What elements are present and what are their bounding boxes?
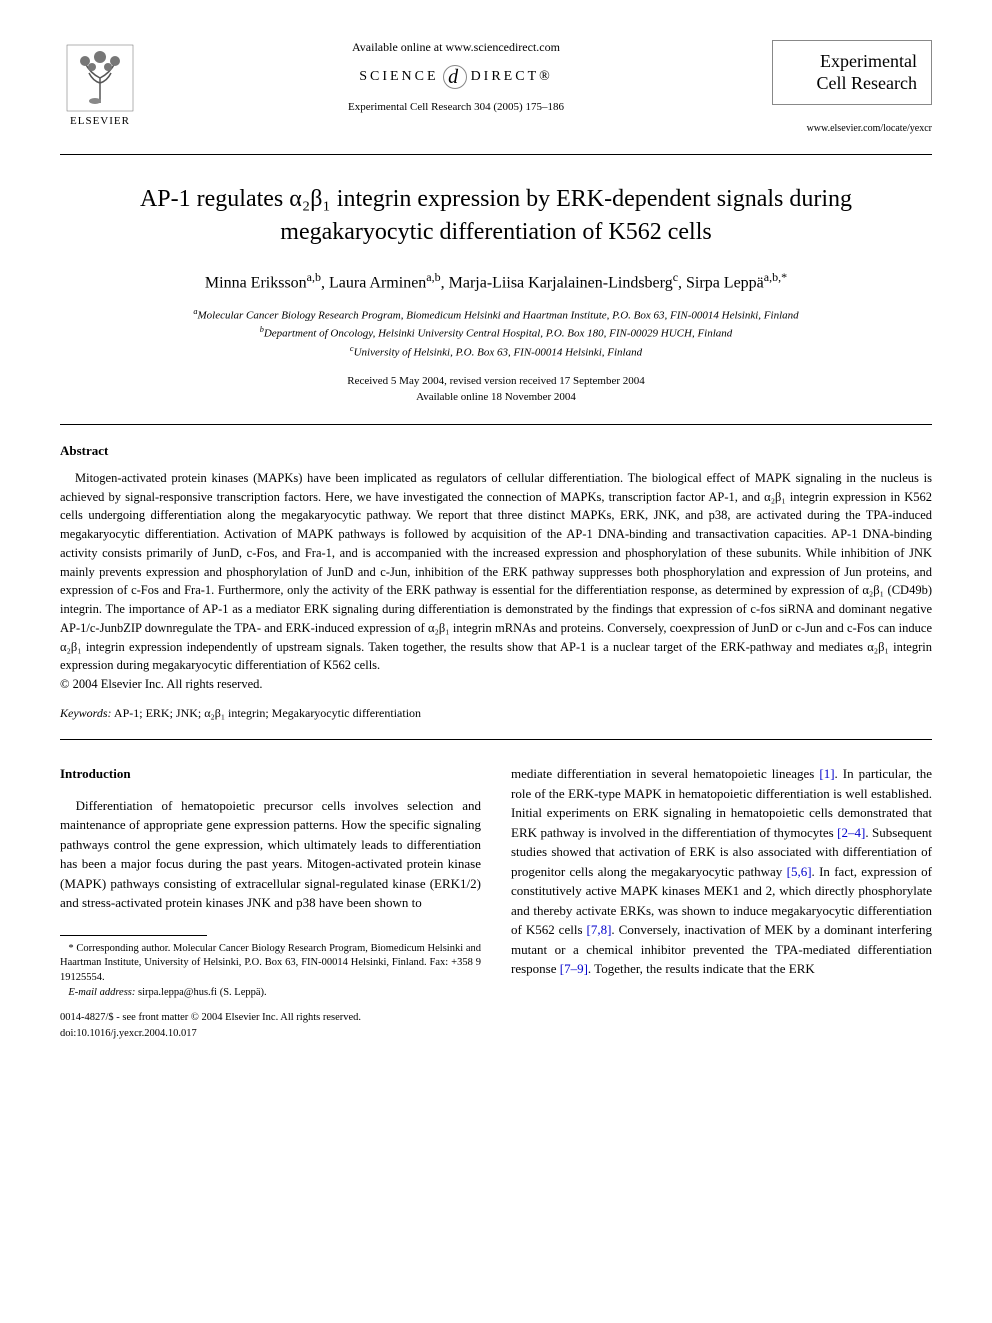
sd-left: SCIENCE	[359, 69, 438, 85]
elsevier-label: ELSEVIER	[70, 115, 130, 127]
journal-box-wrapper: Experimental Cell Research www.elsevier.…	[772, 40, 932, 134]
keywords-text: AP-1; ERK; JNK; α₂β₁ integrin; Megakaryo…	[114, 706, 421, 720]
article-dates: Received 5 May 2004, revised version rec…	[60, 373, 932, 406]
elsevier-logo: ELSEVIER	[60, 40, 140, 130]
keywords-label: Keywords:	[60, 706, 112, 720]
affiliation-b: bDepartment of Oncology, Helsinki Univer…	[60, 324, 932, 342]
available-date: Available online 18 November 2004	[60, 389, 932, 406]
authors-line: Minna Erikssona,b, Laura Arminena,b, Mar…	[60, 270, 932, 292]
sd-right: DIRECT®	[471, 69, 553, 85]
footnotes: * Corresponding author. Molecular Cancer…	[60, 942, 481, 1001]
corresponding-author: * Corresponding author. Molecular Cancer…	[60, 942, 481, 986]
elsevier-tree-icon	[65, 43, 135, 113]
affiliation-a: aMolecular Cancer Biology Research Progr…	[60, 306, 932, 324]
journal-name-line1: Experimental	[787, 51, 917, 73]
body-columns: Introduction Differentiation of hematopo…	[60, 764, 932, 1042]
reference-link[interactable]: [7,8]	[587, 922, 612, 937]
reference-link[interactable]: [5,6]	[787, 864, 812, 879]
email-line: E-mail address: sirpa.leppa@hus.fi (S. L…	[60, 986, 481, 1001]
article-title: AP-1 regulates α₂β₁ integrin expression …	[80, 183, 912, 248]
received-date: Received 5 May 2004, revised version rec…	[60, 373, 932, 390]
sd-d-icon: d	[443, 65, 467, 89]
column-left: Introduction Differentiation of hematopo…	[60, 764, 481, 1042]
abstract-body: Mitogen-activated protein kinases (MAPKs…	[60, 469, 932, 675]
email-address: sirpa.leppa@hus.fi (S. Leppä).	[138, 987, 267, 998]
email-label: E-mail address:	[68, 987, 135, 998]
abstract-bottom-rule	[60, 739, 932, 740]
affiliations: aMolecular Cancer Biology Research Progr…	[60, 306, 932, 360]
abstract-top-rule	[60, 424, 932, 425]
footer-line1: 0014-4827/$ - see front matter © 2004 El…	[60, 1010, 481, 1026]
available-online-text: Available online at www.sciencedirect.co…	[160, 40, 752, 55]
reference-link[interactable]: [1]	[819, 766, 834, 781]
footnote-separator	[60, 935, 207, 936]
intro-paragraph-left: Differentiation of hematopoietic precurs…	[60, 796, 481, 913]
keywords-line: Keywords: AP-1; ERK; JNK; α₂β₁ integrin;…	[60, 706, 932, 721]
reference-link[interactable]: [7–9]	[560, 961, 588, 976]
journal-reference: Experimental Cell Research 304 (2005) 17…	[160, 101, 752, 113]
footer-line2: doi:10.1016/j.yexcr.2004.10.017	[60, 1026, 481, 1042]
journal-box: Experimental Cell Research	[772, 40, 932, 105]
journal-url: www.elsevier.com/locate/yexcr	[772, 123, 932, 134]
header-center: Available online at www.sciencedirect.co…	[140, 40, 772, 113]
affiliation-c: cUniversity of Helsinki, P.O. Box 63, FI…	[60, 343, 932, 361]
abstract-heading: Abstract	[60, 443, 932, 459]
abstract-copyright: © 2004 Elsevier Inc. All rights reserved…	[60, 677, 932, 692]
column-right: mediate differentiation in several hemat…	[511, 764, 932, 1042]
header-row: ELSEVIER Available online at www.science…	[60, 40, 932, 134]
title-separator	[60, 154, 932, 155]
journal-name-line2: Cell Research	[787, 73, 917, 95]
reference-link[interactable]: [2–4]	[837, 825, 865, 840]
intro-paragraph-right: mediate differentiation in several hemat…	[511, 764, 932, 979]
science-direct-logo: SCIENCE d DIRECT®	[160, 65, 752, 89]
introduction-heading: Introduction	[60, 764, 481, 784]
